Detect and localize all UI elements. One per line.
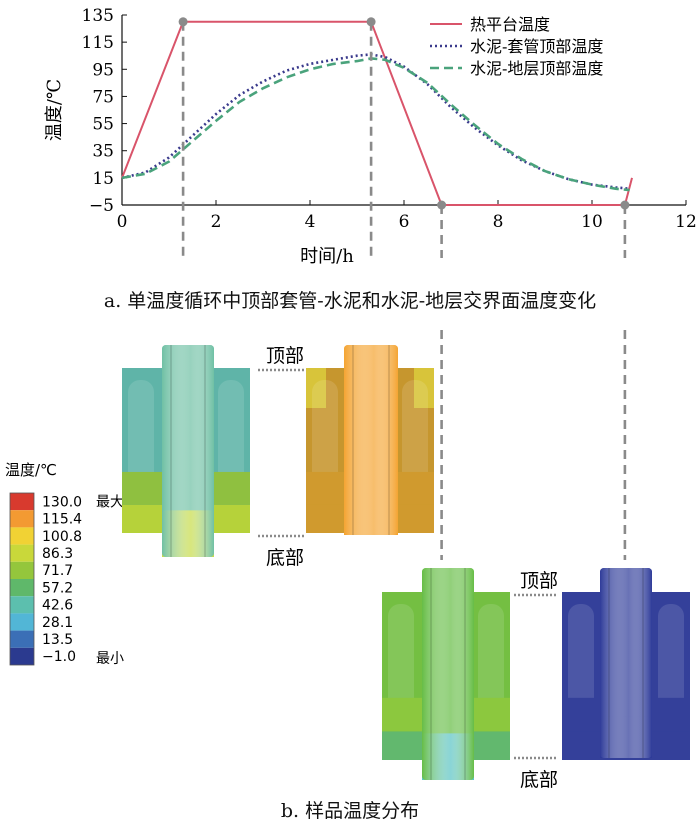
caption-a: a. 单温度循环中顶部套管-水泥和水泥-地层交界面温度变化	[103, 290, 597, 312]
colorbar-band	[10, 510, 34, 528]
colorbar-band	[10, 493, 34, 511]
x-tick-label: 2	[211, 212, 222, 232]
bottom-label: 底部	[266, 547, 304, 569]
colorbar-tick-label: 71.7	[42, 563, 73, 579]
colorbar-band	[10, 630, 34, 648]
y-tick-label: 35	[92, 142, 114, 162]
colorbar-title: 温度/℃	[5, 461, 57, 479]
top-label: 顶部	[266, 345, 304, 367]
phase-marker-point	[366, 17, 376, 27]
sample-stage-3	[382, 568, 510, 780]
sleeve-inner-shade	[312, 380, 338, 495]
phase-marker-point	[178, 17, 188, 27]
x-axis-label: 时间/h	[300, 246, 354, 267]
casing-pipe-edge	[170, 345, 172, 557]
legend-label-2: 水泥-地层顶部温度	[470, 59, 603, 78]
y-tick-label: 95	[92, 60, 114, 80]
colorbar-tick-label: −1.0	[42, 649, 76, 665]
sleeve-inner-shade	[568, 604, 594, 722]
colorbar-tick-label: 100.8	[42, 529, 82, 545]
bottom-label: 底部	[520, 769, 558, 791]
legend-label-0: 热平台温度	[470, 15, 550, 34]
y-tick-label: 15	[92, 169, 114, 189]
sleeve-inner-shade	[478, 604, 504, 722]
x-tick-label: 0	[117, 212, 128, 232]
casing-pipe-edge	[608, 568, 610, 758]
y-tick-label: 115	[82, 33, 114, 53]
y-tick-label: 135	[82, 6, 114, 26]
casing-pipe-shading	[344, 345, 398, 535]
casing-pipe-edge	[642, 568, 644, 758]
chart-axes: −5 15 35 55 75 95 115 135 0 2 4 6 8 10 12 时间/h 温度/℃	[44, 6, 697, 267]
legend-label-1: 水泥-套管顶部温度	[470, 37, 603, 56]
sleeve-inner-shade	[402, 380, 428, 495]
y-tick-label: 55	[92, 115, 114, 135]
colorbar-band	[10, 613, 34, 631]
sleeve-inner-shade	[658, 604, 684, 722]
sleeve-corner	[306, 368, 326, 408]
colorbar-tick-label: 115.4	[42, 512, 82, 528]
sleeve-corner	[414, 368, 434, 408]
colorbar-max-label: 最大	[96, 494, 124, 510]
colorbar-tick-label: 57.2	[42, 580, 73, 596]
colorbar-tick-label: 42.6	[42, 598, 73, 614]
phase-marker-point	[620, 200, 630, 210]
casing-pipe-edge	[352, 345, 354, 535]
casing-pipe-edge	[464, 568, 466, 780]
casing-pipe-shading	[162, 345, 214, 557]
colorbar-band	[10, 561, 34, 579]
series-line-2	[121, 57, 630, 192]
caption-b: b. 样品温度分布	[280, 800, 420, 822]
sleeve-inner-shade	[218, 380, 244, 495]
colorbar-band	[10, 527, 34, 545]
x-tick-label: 12	[675, 212, 697, 232]
series-line-0	[121, 20, 633, 206]
colorbar-min-label: 最小	[96, 651, 124, 667]
casing-pipe-shading	[600, 568, 652, 758]
colorbar-tick-label: 28.1	[42, 615, 73, 631]
sample-stage-4	[562, 568, 690, 760]
casing-pipe-shading	[422, 568, 474, 780]
x-tick-label: 6	[399, 212, 410, 232]
colorbar-frame	[9, 492, 35, 666]
colorbar-band	[10, 579, 34, 597]
colorbar-band	[10, 647, 34, 665]
sample-stage-1	[122, 345, 250, 557]
y-tick-label: 75	[92, 87, 114, 107]
chart-series-layer	[121, 17, 633, 258]
top-label: 顶部	[520, 570, 558, 592]
colorbar-tick-label: 130.0	[42, 494, 82, 510]
colorbar-band	[10, 596, 34, 614]
sleeve-inner-shade	[388, 604, 414, 722]
y-tick-label: −5	[89, 196, 114, 216]
sleeve-inner-shade	[128, 380, 154, 495]
colorbar-tick-label: 13.5	[42, 632, 73, 648]
colorbar-tick-label: 86.3	[42, 546, 73, 562]
y-axis-label: 温度/℃	[44, 79, 65, 141]
x-tick-label: 10	[581, 212, 603, 232]
casing-pipe-edge	[388, 345, 390, 535]
colorbar-band	[10, 544, 34, 562]
casing-pipe-edge	[204, 345, 206, 557]
casing-pipe-edge	[430, 568, 432, 780]
phase-marker-point	[437, 200, 447, 210]
sample-stage-2	[306, 345, 434, 535]
line-chart: −5 15 35 55 75 95 115 135 0 2 4 6 8 10 12 时间/h 温度/℃ 热平台温…	[44, 6, 697, 267]
x-tick-label: 8	[493, 212, 504, 232]
x-tick-label: 4	[305, 212, 316, 232]
